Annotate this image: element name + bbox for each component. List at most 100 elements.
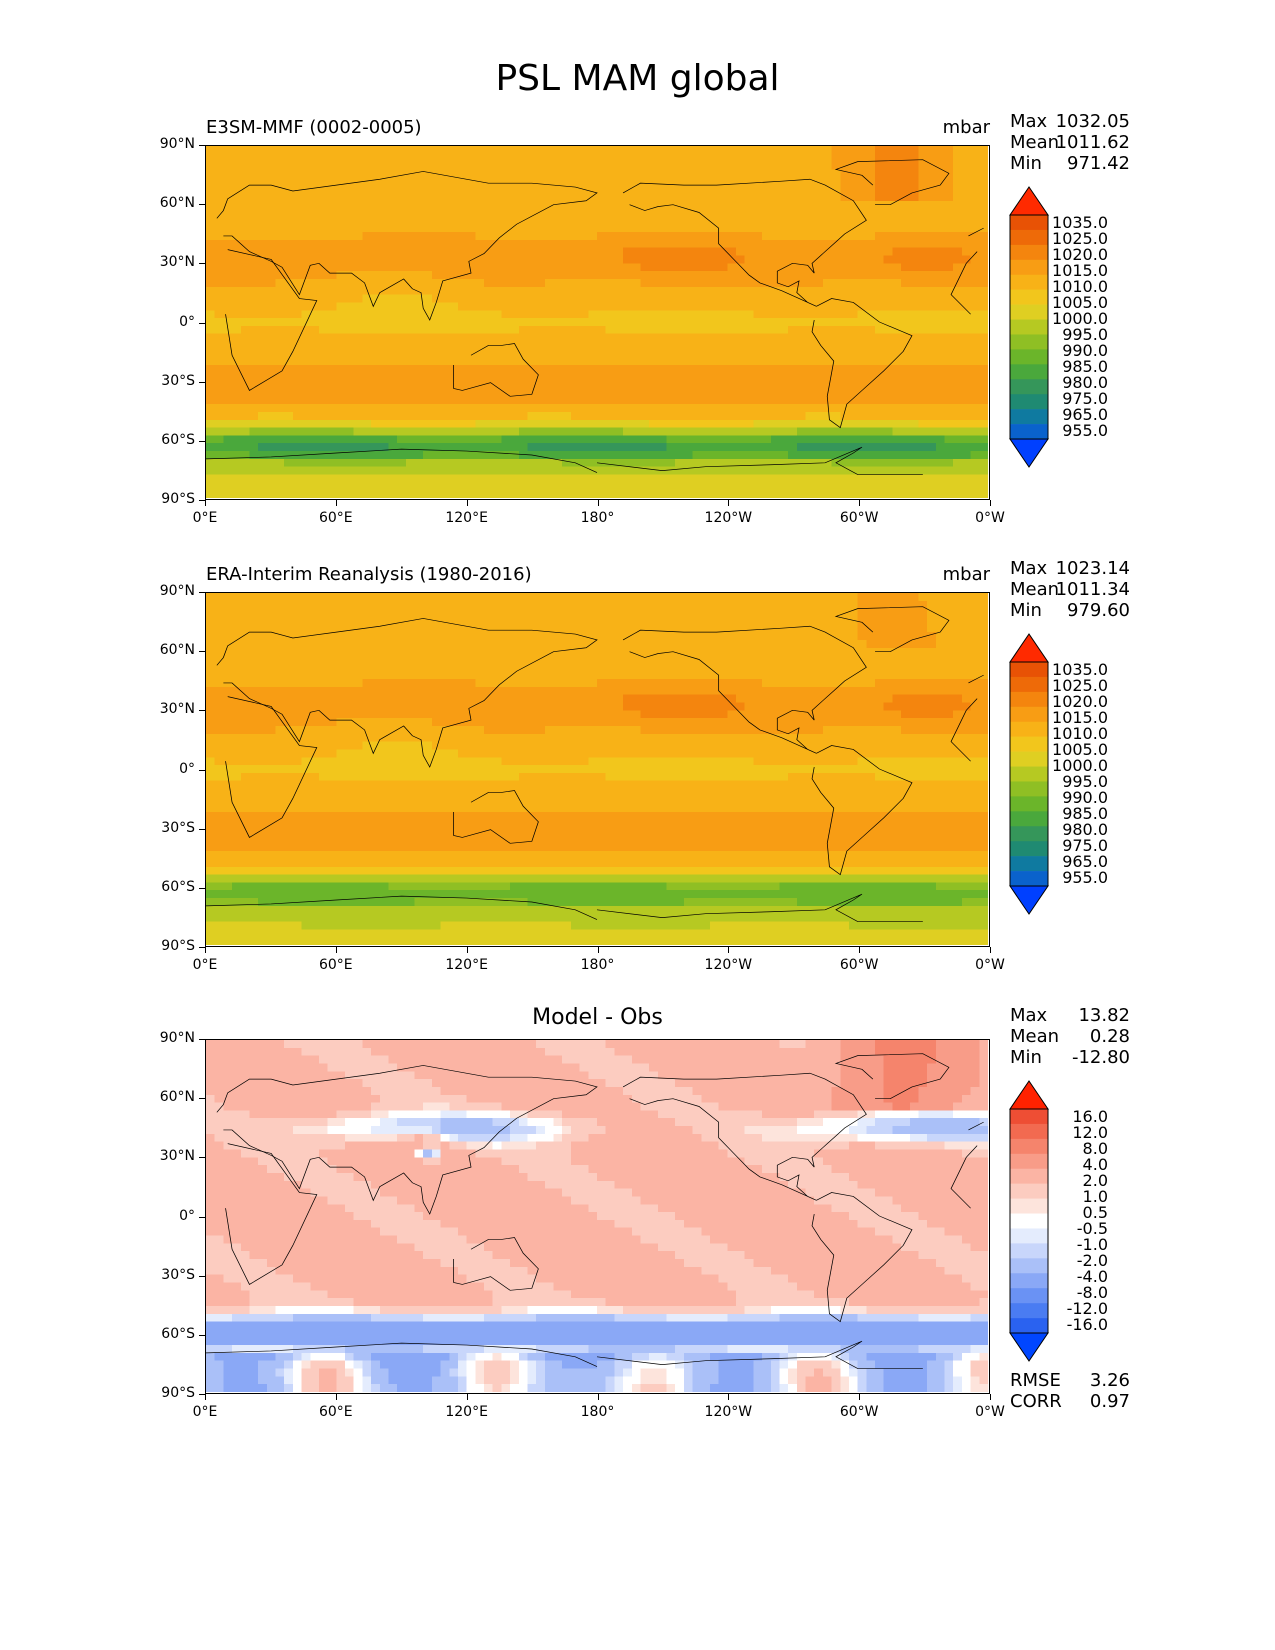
field-cell xyxy=(275,372,285,381)
field-cell xyxy=(275,490,285,498)
field-cell xyxy=(275,216,285,225)
field-cell xyxy=(510,255,519,264)
field-cell xyxy=(953,388,963,397)
field-cell xyxy=(492,192,502,201)
field-cell xyxy=(510,466,519,475)
field-cell xyxy=(423,310,433,319)
field-cell xyxy=(258,192,267,201)
field-cell xyxy=(371,435,380,444)
field-cell xyxy=(562,616,572,625)
field-cell xyxy=(848,632,858,641)
field-cell xyxy=(466,318,476,327)
field-cell xyxy=(544,593,554,601)
field-cell xyxy=(258,608,267,617)
field-cell xyxy=(414,255,424,264)
coastline-4 xyxy=(811,298,913,429)
field-cell xyxy=(249,419,259,428)
field-cell xyxy=(866,466,876,475)
field-cell xyxy=(762,593,771,601)
field-cell xyxy=(953,616,963,625)
field-cell xyxy=(866,192,876,201)
field-cell xyxy=(457,153,467,162)
field-cell xyxy=(875,474,884,483)
field-cell xyxy=(788,365,797,373)
field-cell xyxy=(944,404,954,413)
field-cell xyxy=(970,169,980,178)
field-cell xyxy=(901,593,910,601)
field-cell xyxy=(310,224,320,233)
field-cell xyxy=(492,427,502,436)
field-cell xyxy=(258,286,267,295)
field-cell xyxy=(883,302,893,311)
field-cell xyxy=(866,263,876,272)
field-cell xyxy=(683,232,693,240)
field-cell xyxy=(840,192,850,201)
field-cell xyxy=(692,318,702,327)
field-cell xyxy=(605,396,615,405)
field-cell xyxy=(484,161,493,170)
field-cell xyxy=(484,232,493,240)
field-cell xyxy=(649,482,658,491)
field-cell xyxy=(527,663,537,672)
field-cell xyxy=(206,482,215,491)
field-cell xyxy=(379,177,389,186)
y-tick-label: 60°N xyxy=(159,195,195,212)
field-cell xyxy=(301,404,311,413)
field-cell xyxy=(953,146,963,154)
field-cell xyxy=(536,458,545,467)
field-cell xyxy=(449,593,459,601)
field-cell xyxy=(310,388,320,397)
field-cell xyxy=(927,208,936,217)
field-cell xyxy=(249,216,259,225)
field-cell xyxy=(414,278,424,287)
field-cell xyxy=(649,357,658,366)
field-cell xyxy=(275,474,285,483)
field-cell xyxy=(397,216,406,225)
field-cell xyxy=(753,146,763,154)
field-cell xyxy=(805,608,815,617)
field-cell xyxy=(284,146,293,154)
field-cell xyxy=(779,232,789,240)
field-cell xyxy=(718,349,728,358)
field-cell xyxy=(892,224,902,233)
field-cell xyxy=(449,239,459,248)
field-cell xyxy=(935,263,945,272)
field-cell xyxy=(953,255,963,264)
field-cell xyxy=(475,396,485,405)
field-cell xyxy=(614,616,624,625)
colorbar-0 xyxy=(1009,186,1049,468)
field-cell xyxy=(814,365,824,373)
field-cell xyxy=(866,286,876,295)
field-cell xyxy=(675,639,684,648)
field-cell xyxy=(457,616,467,625)
field-cell xyxy=(518,185,528,194)
field-cell xyxy=(953,411,963,420)
field-cell xyxy=(770,443,780,452)
field-cell xyxy=(770,169,780,178)
field-cell xyxy=(492,411,502,420)
field-cell xyxy=(796,372,806,381)
field-cell xyxy=(970,419,980,428)
field-cell xyxy=(605,278,615,287)
field-cell xyxy=(492,310,502,319)
field-cell xyxy=(779,616,789,625)
field-cell xyxy=(579,239,589,248)
field-cell xyxy=(640,224,650,233)
field-cell xyxy=(510,388,519,397)
field-cell xyxy=(822,302,832,311)
field-cell xyxy=(848,146,858,154)
field-cell xyxy=(457,349,467,358)
field-cell xyxy=(944,271,954,280)
field-cell xyxy=(944,600,954,609)
field-cell xyxy=(909,388,919,397)
field-cell xyxy=(892,624,902,633)
field-cell xyxy=(875,255,884,264)
field-cell xyxy=(683,239,693,248)
field-cell xyxy=(927,357,936,366)
field-cell xyxy=(875,490,884,498)
field-cell xyxy=(292,318,302,327)
field-cell xyxy=(449,318,459,327)
field-cell xyxy=(597,388,606,397)
field-cell xyxy=(805,380,815,389)
field-cell xyxy=(466,466,476,475)
